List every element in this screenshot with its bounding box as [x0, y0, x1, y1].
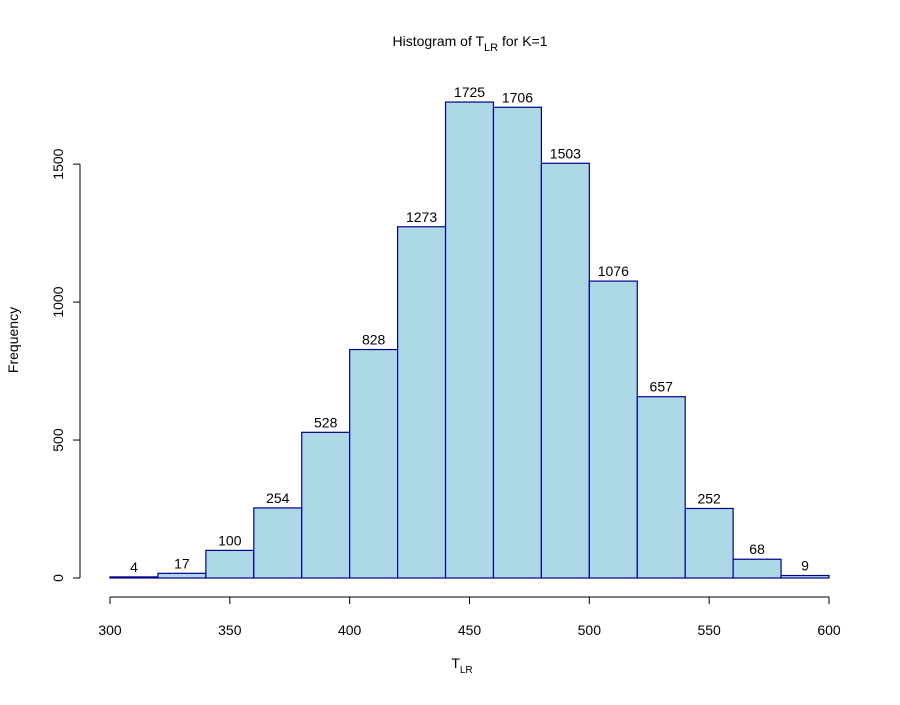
x-tick-label: 350 [218, 622, 242, 638]
x-tick-label: 450 [458, 622, 482, 638]
y-tick-label: 1000 [50, 286, 66, 317]
value-label: 68 [749, 541, 765, 557]
x-tick-label: 500 [578, 622, 602, 638]
bar [157, 572, 207, 579]
y-tick-label: 500 [50, 428, 66, 452]
value-label: 252 [697, 490, 721, 506]
y-axis-label: Frequency [5, 307, 21, 373]
value-label: 17 [174, 555, 190, 571]
y-tick-label: 1500 [50, 148, 66, 179]
value-label: 1706 [502, 89, 533, 105]
bar [540, 162, 590, 579]
value-label: 1503 [550, 145, 581, 161]
value-label: 1076 [598, 263, 629, 279]
value-label: 828 [362, 332, 386, 348]
y-tick-label: 0 [50, 574, 66, 582]
value-label: 9 [801, 558, 809, 574]
value-label: 1273 [406, 209, 437, 225]
bar [780, 574, 830, 579]
x-tick-label: 400 [338, 622, 362, 638]
bar [444, 101, 495, 579]
bar [349, 348, 399, 579]
xlabel-symbol: T [451, 655, 460, 671]
title-symbol: T [475, 33, 484, 49]
bar [636, 396, 686, 579]
value-label: 528 [314, 414, 338, 430]
title-prefix: Histogram of [392, 33, 475, 49]
chart-title: Histogram of TLR for K=1 [392, 33, 547, 54]
bar [588, 280, 638, 579]
value-label: 4 [130, 559, 138, 575]
value-label: 657 [650, 379, 674, 395]
bar [301, 431, 351, 579]
bar [109, 576, 159, 579]
x-tick-label: 600 [817, 622, 841, 638]
bar [492, 106, 543, 579]
value-label: 254 [266, 490, 290, 506]
x-tick-label: 300 [98, 622, 122, 638]
x-tick-label: 550 [697, 622, 721, 638]
title-suffix: for K=1 [498, 33, 548, 49]
bar [253, 507, 303, 579]
value-label: 1725 [454, 84, 485, 100]
xlabel-subscript: LR [460, 665, 473, 676]
title-subscript: LR [484, 42, 498, 54]
bar [397, 226, 447, 579]
x-axis-label: TLR [451, 655, 472, 676]
bar [684, 507, 734, 579]
value-label: 100 [218, 532, 242, 548]
bar [205, 549, 255, 579]
bar [732, 558, 782, 579]
